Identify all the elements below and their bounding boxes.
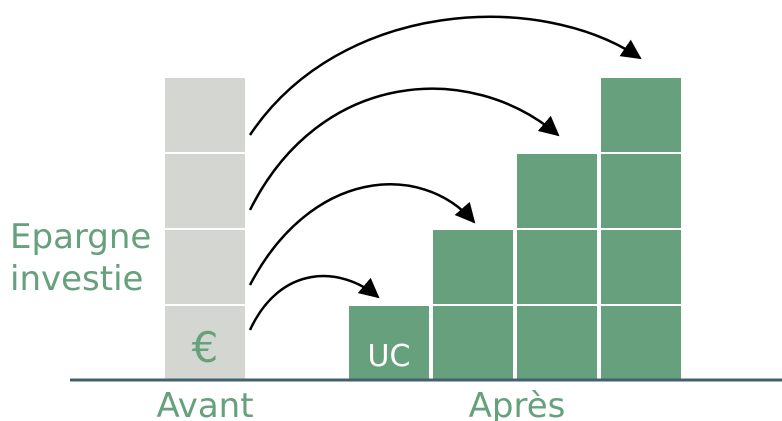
arrow [248, 87, 560, 211]
arrows [248, 15, 642, 331]
side-label: investie [10, 259, 143, 299]
block [165, 230, 245, 304]
block [349, 306, 429, 380]
block [165, 154, 245, 228]
block [601, 154, 681, 228]
block [517, 154, 597, 228]
block [165, 78, 245, 152]
block [517, 230, 597, 304]
before-label: Avant [156, 386, 253, 421]
before-column [165, 78, 245, 380]
block [601, 306, 681, 380]
after-columns [349, 78, 681, 380]
block [601, 230, 681, 304]
side-label: Epargne [10, 217, 151, 257]
arrow [248, 183, 476, 286]
block [433, 230, 513, 304]
arrow [248, 274, 380, 331]
block [165, 306, 245, 380]
currency-symbol: € [192, 323, 219, 372]
block [601, 78, 681, 152]
unit-label: UC [368, 339, 411, 374]
block [517, 306, 597, 380]
arrow [248, 15, 642, 136]
after-label: Après [469, 386, 566, 421]
block [433, 306, 513, 380]
